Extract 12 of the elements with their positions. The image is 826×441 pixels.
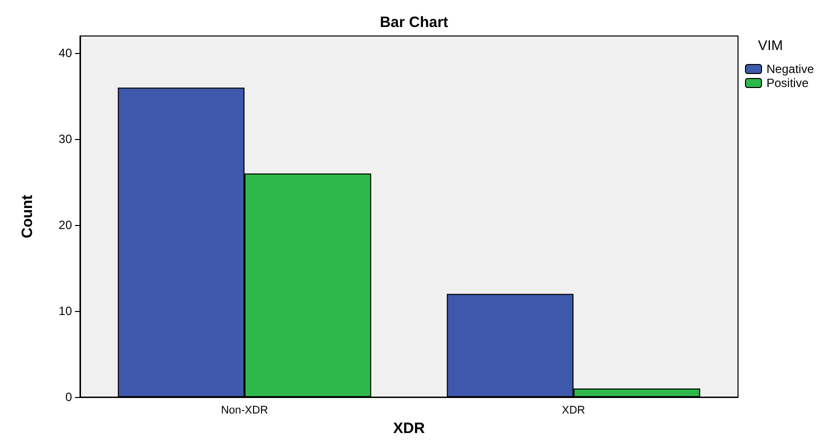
x-axis-title: XDR (393, 420, 425, 437)
chart-title: Bar Chart (380, 14, 448, 31)
legend-title: VIM (758, 37, 783, 53)
y-axis-title: Count (19, 194, 36, 238)
y-tick-label: 20 (58, 218, 72, 232)
x-tick-label: Non-XDR (220, 404, 268, 417)
y-tick-label: 30 (58, 132, 72, 146)
y-tick-label: 0 (65, 390, 72, 404)
y-tick-label: 10 (58, 304, 72, 318)
legend-label: Positive (766, 76, 809, 90)
y-tick-label: 40 (58, 46, 72, 60)
legend-label: Negative (766, 62, 814, 76)
